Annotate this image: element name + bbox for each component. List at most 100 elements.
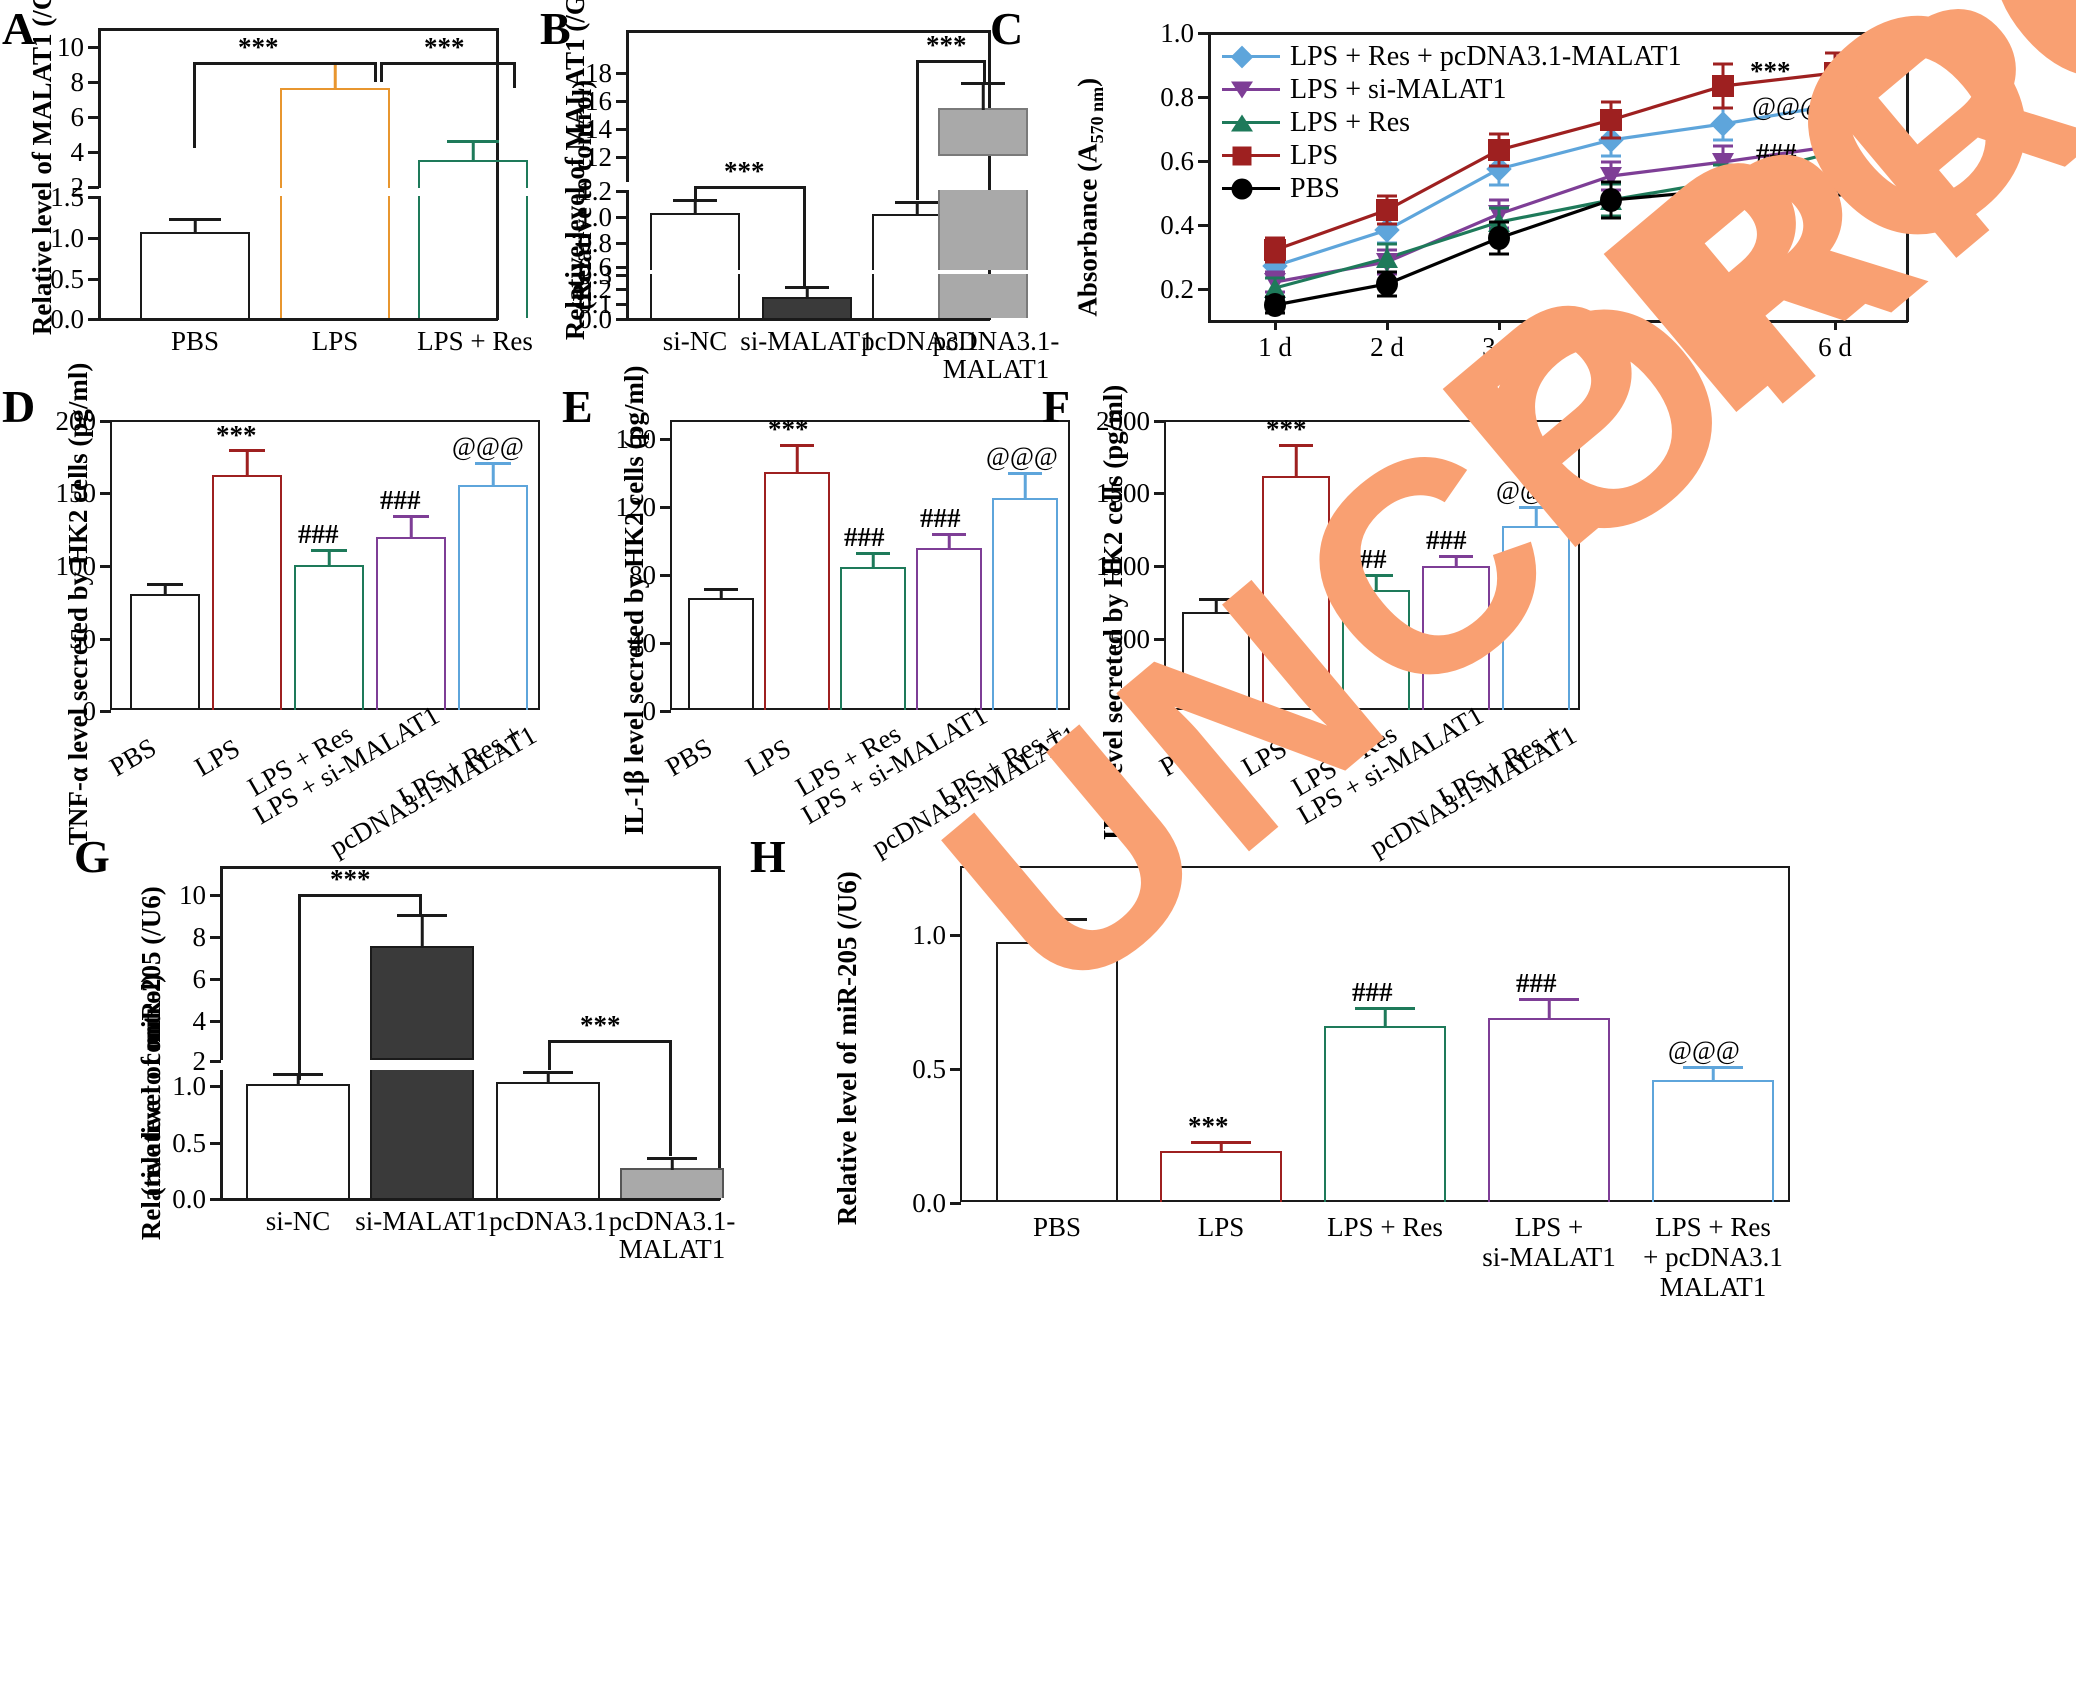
panel-g-tick-0-0: [210, 1198, 221, 1201]
panel-e-ytick-0: 0: [642, 696, 657, 726]
panel-a-top-border: [98, 28, 498, 31]
panel-a-tick-lower-00: [88, 318, 99, 321]
panel-c-tick-0-6: [1198, 160, 1209, 163]
panel-d-errorbar-pbs: [130, 583, 200, 596]
panel-c-legend-label-4: PBS: [1290, 172, 1340, 204]
panel-e-tick-80: [660, 574, 671, 577]
panel-g-errorbar-pcdna31: [496, 1071, 600, 1084]
panel-c-ytick-0-6: 0.6: [1160, 146, 1194, 176]
panel-h-xlabel-0: PBS: [1032, 1212, 1082, 1242]
panel-a-right-border: [496, 28, 499, 320]
panel-f-errorbar-lps-res: [1342, 574, 1410, 592]
panel-e-xlabel-0: PBS: [660, 732, 718, 783]
panel-b-right-border: [988, 30, 991, 320]
panel-c-legend-item-4[interactable]: PBS: [1222, 172, 1682, 205]
panel-a-ytick-4: 4: [70, 137, 85, 167]
panel-c-annotation-0: ***: [1750, 56, 1791, 86]
panel-b-ytick-14: 14: [585, 114, 612, 144]
panel-e-ytick-40: 40: [629, 628, 656, 658]
panel-b-ytick-0-6: 0.6: [578, 252, 612, 282]
panel-h-errorbar-lps-res-pc: [1652, 1066, 1774, 1082]
panel-d-ytick-150: 150: [55, 478, 97, 508]
panel-a-sig-1: ***: [238, 32, 279, 62]
panel-g-sig-2: ***: [580, 1010, 621, 1040]
panel-a-tick-upper-8: [88, 81, 99, 84]
panel-c-y-axis: [1208, 32, 1211, 322]
panel-a-tick-upper-4: [88, 151, 99, 154]
triangle-down-marker-icon: [1231, 81, 1253, 98]
panel-a-bar-lps-lower: [280, 196, 390, 318]
panel-c-legend-label-2: LPS + Res: [1290, 106, 1411, 138]
panel-b-top-border: [626, 30, 990, 33]
panel-g-xlabel-si-malat1: si-MALAT1: [355, 1206, 489, 1236]
panel-c-legend-item-3[interactable]: LPS: [1222, 139, 1682, 172]
panel-c-xlabel-3: 4 d: [1594, 332, 1628, 362]
panel-g-ytick-0-5: 0.5: [172, 1128, 206, 1158]
panel-a-tick-lower-05: [88, 278, 99, 281]
panel-a-ytick-1-0: 1.0: [50, 223, 84, 253]
panel-c-xtick-2: [1386, 320, 1389, 330]
panel-f-bar-lps-res-pc: [1502, 526, 1570, 710]
panel-g-ytick-1-0: 1.0: [172, 1071, 206, 1101]
panel-g-errorbar-si-malat1: [370, 914, 474, 948]
panel-g-right-border: [718, 866, 721, 1200]
panel-a-sig-bracket-1: [193, 62, 377, 148]
panel-c-xtick-3: [1498, 320, 1501, 330]
panel-h-sig-lps-si: ###: [1516, 968, 1557, 998]
panel-g-tick-1-0: [210, 1085, 221, 1088]
panel-d-tick-0: [100, 710, 111, 713]
panel-f-sig-lps-res-pc: @@@: [1496, 476, 1568, 505]
panel-a-xlabel-lps-res: LPS + Res: [417, 326, 533, 356]
panel-f-errorbar-lps: [1262, 444, 1330, 478]
panel-d-sig-lps-res-pc: @@@: [452, 432, 524, 461]
panel-a-ytick-2: 2: [70, 172, 85, 202]
panel-b-x-axis: [626, 318, 990, 321]
panel-e-sig-lps: ***: [768, 414, 809, 444]
panel-f-sig-lps-si: ###: [1426, 525, 1467, 555]
panel-a-xlabel-lps: LPS: [311, 326, 359, 356]
panel-d-bar-lps: [212, 475, 282, 710]
panel-c-label: C: [990, 3, 1024, 54]
panel-h-errorbar-pbs: [996, 918, 1118, 944]
panel-c-right-border: [1906, 32, 1909, 322]
panel-h-xlabel-1: LPS: [1197, 1212, 1245, 1242]
panel-a-tick-upper-6: [88, 116, 99, 119]
panel-a-xlabel-pbs: PBS: [170, 326, 220, 356]
legend-line-icon: [1222, 81, 1280, 98]
panel-c-legend-item-0[interactable]: LPS + Res + pcDNA3.1-MALAT1: [1222, 40, 1682, 73]
panel-c-legend-item-2[interactable]: LPS + Res: [1222, 106, 1682, 139]
panel-f-tick-2000: [1154, 420, 1165, 423]
panel-g-tick-2: [210, 1060, 221, 1063]
panel-g-errorbar-pcdna31-malat1: [620, 1157, 724, 1170]
panel-a-ytick-10: 10: [57, 32, 84, 62]
panel-d-tick-100: [100, 565, 111, 568]
panel-c-annotation-1: @@@: [1752, 92, 1824, 121]
panel-c-legend-label-1: LPS + si-MALAT1: [1290, 73, 1507, 105]
panel-e-bar-lps-res: [840, 567, 906, 710]
panel-a-sig-2: ***: [424, 32, 465, 62]
panel-h-bar-lps-res: [1324, 1026, 1446, 1202]
panel-b-bar-pcdna31-malat1-low: [938, 274, 1028, 318]
panel-b-ytick-1-2: 1.2: [578, 176, 612, 206]
panel-b-y-axis-upper: [626, 30, 629, 182]
panel-b-tick-0-0: [616, 318, 627, 321]
panel-b-errorbar-pcdna31: [872, 201, 962, 216]
panel-b: B Relative level of MALAT1 (/GAPDH) (Rel…: [520, 0, 1059, 384]
panel-a-bar-lps-res-upper: [418, 160, 528, 188]
panel-e-errorbar-pbs: [688, 588, 754, 600]
panel-f-errorbar-lps-si: [1422, 555, 1490, 568]
panel-f-bar-lps-si: [1422, 566, 1490, 710]
panel-h-ytick-0-5: 0.5: [912, 1054, 946, 1084]
panel-b-tick-0-3: [616, 274, 627, 277]
panel-c-top-border: [1208, 32, 1908, 35]
panel-d-sig-lps-res: ###: [298, 519, 339, 549]
legend-line-icon: [1222, 45, 1280, 68]
panel-c-legend-item-1[interactable]: LPS + si-MALAT1: [1222, 73, 1682, 106]
panel-a-ytick-8: 8: [70, 67, 85, 97]
panel-d-errorbar-lps-si: [376, 515, 446, 539]
panel-b-sig-bracket-2: [916, 60, 986, 200]
panel-d-xlabel-1: LPS: [189, 732, 245, 783]
panel-c-lines-svg: [1262, 51, 1848, 317]
panel-g-ytick-2: 2: [192, 1046, 207, 1076]
panel-e-label: E: [562, 381, 593, 432]
